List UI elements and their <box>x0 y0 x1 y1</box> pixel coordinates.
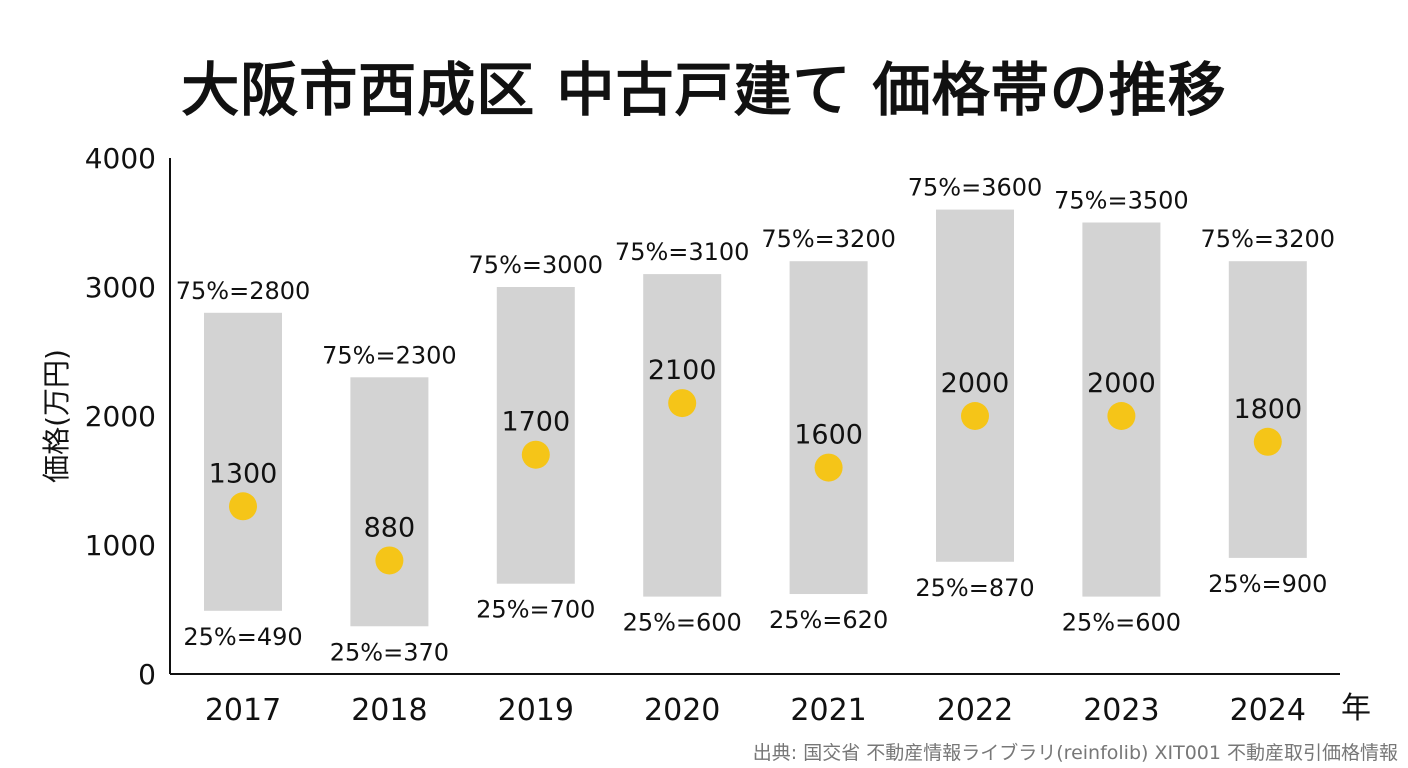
y-tick-label: 2000 <box>85 400 156 433</box>
median-label: 1700 <box>501 407 570 438</box>
iqr-band <box>496 287 575 584</box>
y-tick-label: 1000 <box>85 529 156 562</box>
iqr-band <box>1228 261 1307 558</box>
y-axis-title: 価格(万円) <box>40 349 73 483</box>
median-label: 2000 <box>941 368 1010 399</box>
q1-label: 25%=600 <box>623 609 742 637</box>
x-tick-label: 2018 <box>351 693 427 728</box>
x-tick-label: 2021 <box>790 693 866 728</box>
y-tick-label: 0 <box>138 658 156 691</box>
x-axis-title: 年 <box>1341 691 1371 726</box>
median-label: 2100 <box>648 355 717 386</box>
median-point <box>521 440 550 469</box>
x-tick-label: 2024 <box>1230 693 1306 728</box>
q3-label: 75%=3000 <box>469 251 604 279</box>
iqr-band <box>936 209 1014 562</box>
x-tick-label: 2022 <box>937 693 1013 728</box>
median-label: 1800 <box>1233 394 1302 425</box>
q3-label: 75%=3600 <box>908 174 1043 202</box>
chart-title: 大阪市西成区 中古戸建て 価格帯の推移 <box>181 56 1227 124</box>
median-point <box>668 389 697 418</box>
q1-label: 25%=900 <box>1208 570 1327 598</box>
y-tick-label: 4000 <box>85 142 156 175</box>
q1-label: 25%=490 <box>183 623 302 651</box>
median-label: 1600 <box>794 420 863 451</box>
median-label: 2000 <box>1087 368 1156 399</box>
x-tick-label: 2019 <box>498 693 574 728</box>
x-tick-label: 2017 <box>205 693 281 728</box>
median-point <box>961 402 989 430</box>
iqr-band <box>350 377 429 627</box>
q1-label: 25%=700 <box>476 596 595 624</box>
q1-label: 25%=600 <box>1062 609 1181 637</box>
x-tick-label: 2023 <box>1083 693 1159 728</box>
iqr-band <box>643 274 722 597</box>
median-label: 1300 <box>209 458 278 489</box>
q1-label: 25%=870 <box>915 574 1034 602</box>
median-label: 880 <box>364 512 416 543</box>
q3-label: 75%=3200 <box>1201 225 1336 253</box>
q3-label: 75%=2300 <box>322 341 457 369</box>
source-note: 出典: 国交省 不動産情報ライブラリ(reinfolib) XIT001 不動産… <box>752 742 1398 764</box>
q3-label: 75%=3100 <box>615 238 750 266</box>
q3-label: 75%=2800 <box>176 277 311 305</box>
q3-label: 75%=3200 <box>761 225 896 253</box>
y-tick-label: 3000 <box>85 271 156 304</box>
q3-label: 75%=3500 <box>1054 187 1189 215</box>
median-point <box>375 546 404 575</box>
x-tick-label: 2020 <box>644 693 720 728</box>
q1-label: 25%=620 <box>769 606 888 634</box>
iqr-band <box>204 312 282 611</box>
median-point <box>1253 427 1282 456</box>
q1-label: 25%=370 <box>330 638 449 666</box>
median-point <box>814 453 843 482</box>
median-point <box>229 492 257 521</box>
median-point <box>1107 402 1136 430</box>
iqr-band <box>789 261 868 595</box>
